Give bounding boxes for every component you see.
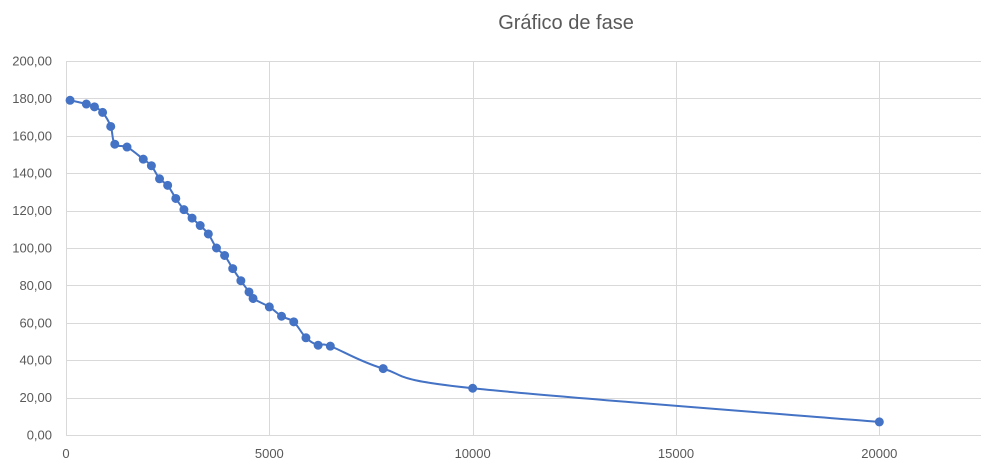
data-point xyxy=(171,193,181,203)
y-tick-label: 200,00 xyxy=(12,54,52,69)
data-point xyxy=(89,102,99,112)
y-tick-label: 0,00 xyxy=(27,428,52,443)
data-point xyxy=(81,99,91,109)
data-point xyxy=(228,264,238,274)
x-tick-label: 20000 xyxy=(861,446,897,461)
data-points xyxy=(65,95,884,427)
data-point xyxy=(146,161,156,171)
data-point xyxy=(179,205,189,215)
series-line xyxy=(69,99,880,423)
y-tick-label: 120,00 xyxy=(12,203,52,218)
y-tick-label: 40,00 xyxy=(19,353,52,368)
data-point xyxy=(264,302,274,312)
data-point xyxy=(301,333,311,343)
data-point xyxy=(110,139,120,149)
data-point xyxy=(106,121,116,131)
x-tick-label: 10000 xyxy=(455,446,491,461)
data-point xyxy=(378,364,388,374)
tick-labels: 0,00 20,00 40,00 60,00 80,00 100,00 120,00 140,… xyxy=(12,54,897,462)
data-point xyxy=(211,243,221,253)
data-point xyxy=(244,287,254,297)
data-point xyxy=(98,107,108,117)
data-point xyxy=(277,311,287,321)
y-tick-label: 60,00 xyxy=(19,315,52,330)
data-point xyxy=(203,229,213,239)
gridlines xyxy=(66,61,981,435)
x-tick-label: 5000 xyxy=(255,446,284,461)
data-point xyxy=(289,317,299,327)
data-point xyxy=(155,174,165,184)
data-point xyxy=(313,340,323,350)
data-point xyxy=(325,341,335,351)
y-tick-label: 20,00 xyxy=(19,390,52,405)
data-point xyxy=(163,180,173,190)
data-point xyxy=(874,417,884,427)
y-tick-label: 100,00 xyxy=(12,241,52,256)
data-point xyxy=(468,383,478,393)
y-tick-label: 80,00 xyxy=(19,278,52,293)
data-point xyxy=(187,213,197,223)
data-point xyxy=(138,154,148,164)
y-tick-label: 180,00 xyxy=(12,91,52,106)
x-tick-label: 0 xyxy=(62,446,69,461)
data-point xyxy=(195,221,205,231)
x-tick-label: 15000 xyxy=(658,446,694,461)
y-tick-label: 140,00 xyxy=(12,166,52,181)
series-line-layer xyxy=(69,99,880,423)
data-point xyxy=(236,276,246,286)
data-point xyxy=(122,142,132,152)
y-tick-label: 160,00 xyxy=(12,128,52,143)
data-point xyxy=(248,293,258,303)
chart-title: Gráfico de fase xyxy=(498,12,634,34)
data-point xyxy=(65,95,75,105)
data-point xyxy=(220,250,230,260)
axes xyxy=(66,61,981,436)
